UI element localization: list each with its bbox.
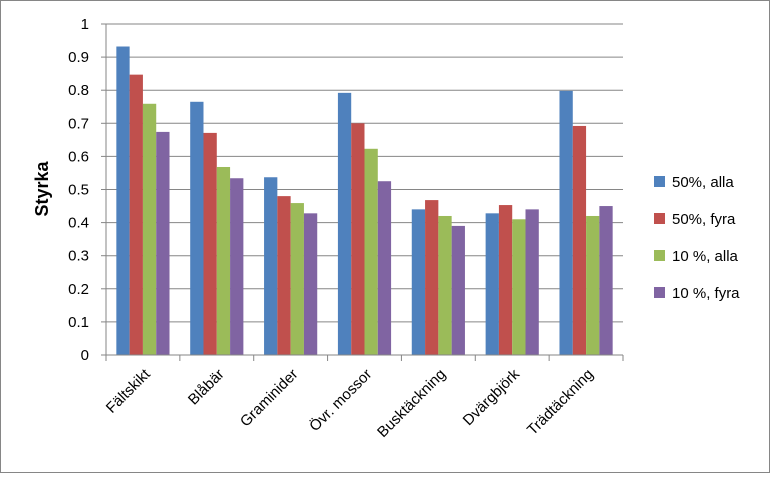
bar (377, 181, 392, 355)
bar (411, 209, 426, 355)
y-tick-label: 1 (81, 16, 89, 33)
bar (337, 92, 352, 356)
bar (277, 196, 291, 355)
x-category-label: Fältskikt (103, 365, 155, 417)
bar (364, 148, 378, 355)
y-tick-label: 0.1 (68, 314, 89, 331)
bar (351, 123, 365, 355)
bar (190, 101, 204, 355)
legend-label: 10 %, alla (672, 248, 739, 265)
bar (203, 132, 217, 355)
x-category-label: Övr. mossor (305, 365, 375, 435)
bar (512, 219, 526, 355)
legend-swatch (654, 176, 665, 187)
bar (572, 125, 587, 355)
bar (425, 200, 439, 355)
y-tick-label: 0.8 (68, 82, 89, 99)
bar (485, 213, 499, 355)
bar (216, 166, 231, 355)
bar (525, 209, 539, 355)
bar (156, 131, 170, 355)
bar (129, 74, 143, 355)
y-axis-title: Styrka (32, 160, 52, 216)
x-category-label: Blåbär (185, 366, 228, 409)
bar (586, 215, 600, 355)
x-category-label: Trädtäckning (524, 366, 597, 439)
y-tick-label: 0.4 (68, 215, 89, 232)
axes (101, 23, 624, 361)
legend-label: 50%, fyra (672, 211, 736, 228)
y-tick-label: 0.3 (68, 248, 89, 265)
y-tick-label: 0.5 (68, 182, 89, 199)
y-tick-label: 0.7 (68, 115, 89, 132)
bar (303, 213, 318, 355)
legend: 50%, alla 50%, fyra 10 %, alla 10 %, fyra (654, 174, 740, 302)
bar (599, 206, 613, 355)
y-tick-labels: 0 0.1 0.2 0.3 0.4 0.5 0.6 0.7 0.8 0.9 1 (68, 16, 89, 364)
bar (290, 203, 304, 355)
legend-swatch (654, 250, 665, 261)
y-tick-label: 0.6 (68, 148, 89, 165)
bars (116, 46, 613, 356)
y-tick-label: 0.2 (68, 281, 89, 298)
bar (116, 46, 130, 356)
bar (230, 178, 244, 355)
bar (559, 90, 573, 355)
bar (142, 103, 157, 355)
y-tick-label: 0 (81, 347, 89, 364)
bar (498, 205, 513, 355)
legend-swatch (654, 287, 665, 298)
x-category-label: Dvärgbjörk (460, 365, 524, 429)
x-category-label: Busktäckning (374, 366, 449, 441)
category-labels: Fältskikt Blåbär Graminider Övr. mossorBusk… (103, 365, 597, 441)
bar (438, 215, 452, 355)
bar (451, 225, 465, 355)
bar (264, 177, 278, 355)
y-tick-label: 0.9 (68, 49, 89, 66)
legend-swatch (654, 213, 665, 224)
legend-label: 50%, alla (672, 174, 734, 191)
legend-label: 10 %, fyra (672, 285, 740, 302)
x-category-label: Graminider (237, 366, 301, 430)
